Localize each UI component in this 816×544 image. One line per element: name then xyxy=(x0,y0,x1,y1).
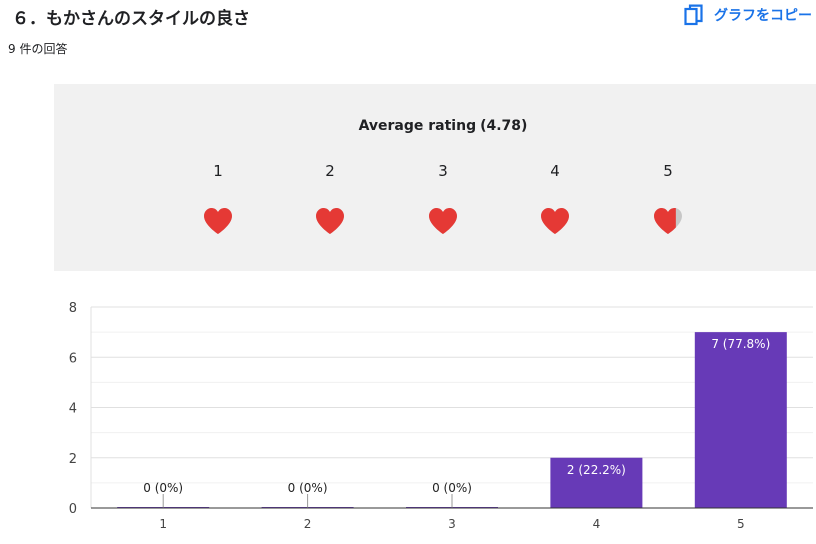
average-rating-label: Average rating xyxy=(358,118,477,134)
heart-icon xyxy=(539,206,571,236)
data-label: 0 (0%) xyxy=(143,481,183,495)
heart-icon xyxy=(314,206,346,236)
copy-chart-button[interactable]: グラフをコピー xyxy=(684,2,812,28)
data-label: 7 (77.8%) xyxy=(711,337,770,351)
rating-summary-panel: Average rating (4.78) 1 2 3 4 5 xyxy=(54,84,816,271)
copy-icon xyxy=(684,4,704,26)
average-rating-title: Average rating (4.78) xyxy=(54,118,816,134)
y-tick-label: 4 xyxy=(69,402,77,417)
data-label: 0 (0%) xyxy=(288,481,328,495)
x-tick-label: 2 xyxy=(304,517,312,531)
y-tick-label: 2 xyxy=(69,452,77,467)
y-tick-label: 0 xyxy=(69,502,77,517)
heart-icon xyxy=(427,206,459,236)
rating-scale-label-2: 2 xyxy=(325,162,335,180)
x-tick-label: 5 xyxy=(737,517,745,531)
y-tick-label: 8 xyxy=(69,301,77,316)
rating-scale-label-4: 4 xyxy=(550,162,560,180)
response-count: 9 件の回答 xyxy=(8,42,68,56)
average-rating-value: (4.78) xyxy=(480,118,528,134)
response-bar-chart: 0 2 4 6 8 0 (0%) 1 0 (0%) 2 0 (0%) 3 2 (22.2%) 4 7 (7… xyxy=(69,301,813,531)
rating-scale-label-1: 1 xyxy=(213,162,223,180)
heart-icon xyxy=(202,206,234,236)
heart-icon xyxy=(652,206,684,236)
x-tick-label: 4 xyxy=(593,517,601,531)
x-tick-label: 3 xyxy=(448,517,456,531)
bar xyxy=(694,332,787,508)
rating-scale-label-5: 5 xyxy=(663,162,673,180)
bar xyxy=(550,457,643,508)
y-tick-label: 6 xyxy=(69,351,77,366)
rating-scale-label-3: 3 xyxy=(438,162,448,180)
question-title: ６．もかさんのスタイルの良さ xyxy=(12,9,250,29)
data-label: 0 (0%) xyxy=(432,481,472,495)
data-label: 2 (22.2%) xyxy=(567,463,626,477)
x-tick-label: 1 xyxy=(159,517,167,531)
copy-chart-label: グラフをコピー xyxy=(714,8,812,24)
